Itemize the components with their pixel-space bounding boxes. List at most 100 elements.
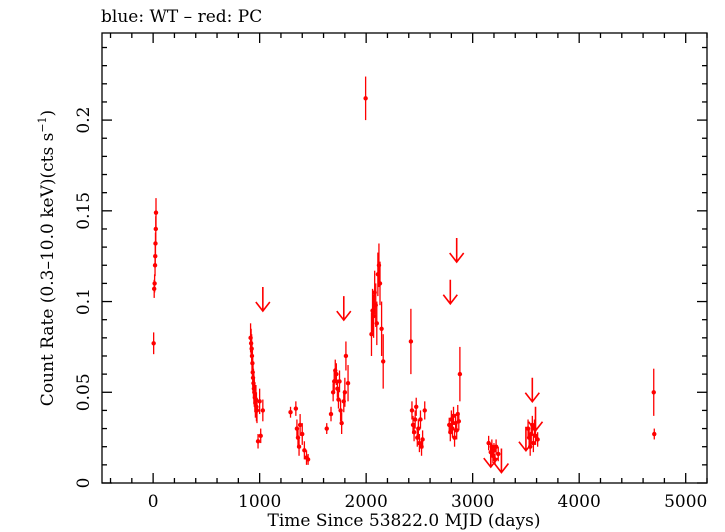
point-marker: [379, 326, 384, 331]
point-marker: [380, 359, 386, 364]
point-marker: [342, 390, 348, 395]
point-marker: [254, 408, 260, 413]
upper-limit-arrow: [336, 296, 352, 322]
data-point: [254, 397, 260, 424]
point-marker: [305, 457, 311, 462]
upper-limit-arrow: [527, 406, 544, 433]
data-point: [380, 334, 386, 389]
data-point: [411, 423, 417, 442]
data-point: [409, 401, 415, 420]
data-point: [288, 406, 293, 418]
point-marker: [496, 451, 501, 457]
point-marker: [343, 353, 349, 359]
y-axis-label-exponent: −1: [36, 116, 49, 132]
upper-limit-arrow: [449, 238, 465, 264]
data-point: [408, 308, 414, 375]
point-marker: [297, 422, 303, 428]
data-point: [418, 410, 423, 429]
data-point: [324, 423, 329, 435]
data-point: [363, 76, 368, 121]
plot-frame: [101, 32, 708, 484]
point-marker: [300, 431, 305, 437]
data-point: [486, 435, 491, 451]
data-point: [255, 434, 261, 449]
data-point: [448, 423, 453, 442]
x-tick-label: 0: [148, 492, 159, 512]
data-point: [416, 419, 421, 438]
x-tick-label: 5000: [664, 492, 707, 512]
y-tick-label: 0.15: [74, 192, 94, 230]
point-marker: [374, 321, 380, 326]
upper-limit-arrow: [442, 279, 458, 306]
upper-limit-arrow: [493, 448, 510, 474]
point-marker: [345, 381, 351, 386]
point-marker: [414, 404, 419, 409]
y-axis-label: Count Rate (0.3–10.0 keV)(cts s−1): [36, 110, 58, 406]
point-marker: [422, 408, 427, 413]
point-marker: [486, 440, 491, 446]
point-marker: [408, 339, 414, 344]
chart-title: blue: WT – red: PC: [101, 7, 262, 27]
data-point: [371, 294, 376, 338]
point-marker: [334, 371, 339, 377]
axis-ticks: [102, 33, 708, 484]
upper-limit-arrow: [255, 287, 271, 313]
data-point: [337, 370, 342, 393]
data-point: [343, 341, 349, 371]
point-marker: [337, 379, 342, 384]
data-point: [374, 301, 380, 346]
point-marker: [324, 426, 329, 431]
data-point: [451, 406, 456, 425]
point-marker: [296, 444, 302, 449]
point-marker: [260, 408, 266, 413]
point-marker: [377, 281, 383, 286]
x-tick-label: 2000: [345, 492, 388, 512]
data-point: [651, 368, 656, 416]
point-marker: [302, 448, 307, 453]
point-marker: [448, 429, 453, 435]
x-tick-label: 3000: [451, 492, 494, 512]
point-marker: [293, 406, 299, 411]
data-point: [258, 428, 263, 444]
point-marker: [409, 408, 415, 413]
data-point: [257, 388, 262, 415]
data-point: [339, 412, 344, 435]
y-tick-label: 0.05: [74, 373, 94, 411]
point-marker: [456, 419, 462, 424]
point-marker: [491, 448, 497, 453]
y-tick-label: 0.2: [74, 107, 94, 134]
data-point: [456, 412, 462, 431]
point-marker: [652, 431, 657, 437]
point-marker: [535, 437, 540, 442]
data-point: [412, 410, 418, 429]
point-marker: [257, 399, 262, 404]
point-marker: [457, 371, 463, 377]
data-point: [335, 379, 340, 398]
data-point: [260, 399, 266, 422]
point-marker: [258, 433, 263, 439]
point-marker: [371, 313, 376, 319]
point-marker: [151, 341, 156, 346]
point-marker: [412, 417, 418, 422]
point-marker: [328, 411, 334, 417]
data-point: [452, 428, 457, 447]
upper-limit-arrow: [518, 426, 534, 453]
data-point: [457, 346, 463, 402]
point-marker: [417, 440, 422, 446]
point-marker: [153, 253, 158, 259]
data-point: [297, 414, 303, 436]
data-point: [414, 397, 419, 416]
point-marker: [153, 210, 159, 215]
data-point: [151, 332, 156, 355]
point-marker: [288, 410, 293, 415]
data-point: [454, 421, 459, 440]
y-axis-label-end: ): [38, 110, 58, 117]
data-point: [369, 312, 374, 356]
point-marker: [533, 433, 538, 439]
y-tick-label: 0.1: [74, 288, 94, 315]
point-marker: [255, 439, 261, 444]
y-tick-labels: 0 0.05 0.1 0.15 0.2: [74, 107, 94, 489]
data-point: [496, 446, 501, 462]
data-points: [151, 76, 657, 465]
